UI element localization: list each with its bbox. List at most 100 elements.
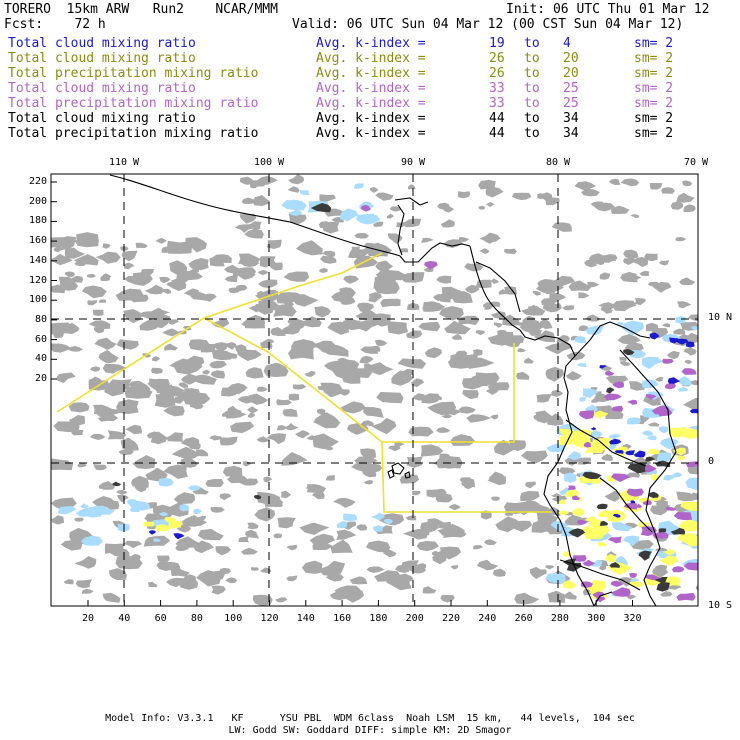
- legend-a: 26: [489, 66, 505, 81]
- legend-name: Total cloud mixing ratio: [8, 81, 196, 96]
- gray-cloud-cell: [612, 300, 637, 312]
- legend-sm: sm= 2: [634, 126, 674, 141]
- lightblue-cloud-cell: [568, 451, 582, 460]
- lightblue-cloud-cell: [608, 433, 622, 439]
- yellow-precip-cell: [571, 507, 585, 517]
- gray-cloud-cell: [676, 192, 695, 203]
- legend-stat: Avg. k-index =: [316, 81, 426, 96]
- gray-cloud-cell: [483, 539, 497, 546]
- gray-cloud-cell: [459, 477, 471, 483]
- lightblue-cloud-cell: [343, 513, 358, 522]
- y-tick-label: 60: [34, 333, 47, 345]
- gray-cloud-cell: [254, 507, 276, 522]
- purple-precip-cell: [360, 204, 371, 212]
- gray-cloud-cell: [462, 378, 482, 390]
- gray-cloud-cell: [620, 271, 638, 283]
- gray-cloud-cell: [108, 568, 127, 581]
- gray-cloud-cell: [288, 213, 307, 225]
- y-tick-label: 80: [34, 313, 47, 325]
- gray-cloud-cell: [348, 249, 369, 258]
- gray-cloud-cell: [92, 496, 116, 508]
- lightblue-cloud-cell: [85, 506, 104, 518]
- gray-cloud-cell: [82, 588, 94, 594]
- yellow-precip-cell: [686, 533, 696, 537]
- gray-cloud-cell: [102, 363, 128, 374]
- gray-cloud-cell: [547, 413, 564, 426]
- x-tick-label: 260: [514, 613, 533, 624]
- gray-cloud-cell: [214, 342, 228, 352]
- gray-cloud-cell: [490, 414, 499, 420]
- gray-cloud-cell: [221, 387, 238, 397]
- lightblue-cloud-cell: [678, 376, 692, 386]
- legend-name: Total precipitation mixing ratio: [8, 66, 259, 81]
- dark-cloud-cell: [623, 349, 635, 356]
- gray-cloud-cell: [421, 393, 441, 404]
- gray-cloud-cell: [440, 219, 455, 228]
- gray-cloud-cell: [450, 565, 459, 570]
- gray-cloud-cell: [412, 490, 421, 496]
- gray-cloud-cell: [81, 285, 107, 299]
- dark-cloud-cell: [670, 527, 686, 535]
- legend-sm: sm= 2: [634, 81, 674, 96]
- header-run-info: TORERO 15km ARW Run2 NCAR/MMM: [4, 2, 278, 17]
- gray-cloud-cell: [75, 579, 93, 589]
- gray-cloud-cell: [247, 412, 256, 418]
- gray-cloud-cell: [270, 363, 287, 374]
- legend-name: Total cloud mixing ratio: [8, 36, 196, 51]
- gray-cloud-cell: [458, 406, 476, 414]
- gray-cloud-cell: [152, 356, 161, 362]
- gray-cloud-cell: [600, 306, 613, 314]
- gray-cloud-cell: [287, 186, 300, 193]
- legend-a: 33: [489, 96, 505, 111]
- gray-cloud-cell: [175, 390, 196, 400]
- purple-precip-cell: [592, 591, 605, 599]
- gray-cloud-cell: [70, 429, 84, 436]
- yellow-precip-cell: [672, 447, 686, 456]
- gray-cloud-cell: [386, 213, 394, 219]
- x-tick-label: 120: [260, 613, 279, 624]
- gray-cloud-cell: [374, 339, 388, 346]
- gray-cloud-cell: [667, 585, 678, 590]
- legend-a: 19: [489, 36, 505, 51]
- gray-cloud-cell: [626, 472, 640, 478]
- yellow-precip-cell: [558, 499, 566, 505]
- gray-cloud-cell: [98, 482, 110, 490]
- gray-cloud-cell: [147, 581, 158, 588]
- gray-cloud-cell: [125, 424, 142, 435]
- legend-name: Total precipitation mixing ratio: [8, 96, 259, 111]
- gray-cloud-cell: [464, 357, 495, 369]
- gray-cloud-cell: [163, 405, 185, 417]
- dark-cloud-cell: [648, 491, 659, 498]
- gray-cloud-cell: [389, 206, 402, 212]
- legend-a: 44: [489, 111, 505, 126]
- gray-cloud-cell: [457, 191, 471, 199]
- gray-cloud-cell: [53, 247, 65, 253]
- gray-cloud-cell: [649, 183, 663, 190]
- gray-cloud-cell: [435, 493, 453, 503]
- lightblue-cloud-cell: [188, 485, 202, 491]
- gray-cloud-cell: [276, 425, 288, 431]
- gray-cloud-cell: [312, 492, 325, 500]
- yellow-precip-cell: [663, 548, 676, 556]
- gray-cloud-cell: [89, 366, 101, 372]
- gray-cloud-cell: [238, 478, 259, 486]
- gray-cloud-cell: [683, 347, 697, 356]
- gray-cloud-cell: [405, 515, 417, 521]
- gray-cloud-cell: [51, 458, 74, 471]
- dark-cloud-cell: [582, 472, 602, 480]
- purple-precip-cell: [645, 394, 657, 400]
- axis-tick-marks: [51, 181, 633, 606]
- purple-precip-cell: [671, 566, 685, 573]
- gray-cloud-cell: [324, 444, 334, 451]
- gray-cloud-cell: [248, 179, 267, 187]
- gray-cloud-cell: [683, 204, 696, 213]
- gray-cloud-cell: [88, 320, 111, 329]
- legend-sm: sm= 2: [634, 96, 674, 111]
- dark-cloud-cell: [112, 481, 122, 487]
- gray-cloud-cell: [397, 573, 414, 584]
- gray-cloud-cell: [647, 422, 660, 427]
- gray-cloud-cell: [437, 488, 447, 495]
- purple-precip-cell: [607, 536, 622, 544]
- gray-cloud-cell: [189, 263, 200, 269]
